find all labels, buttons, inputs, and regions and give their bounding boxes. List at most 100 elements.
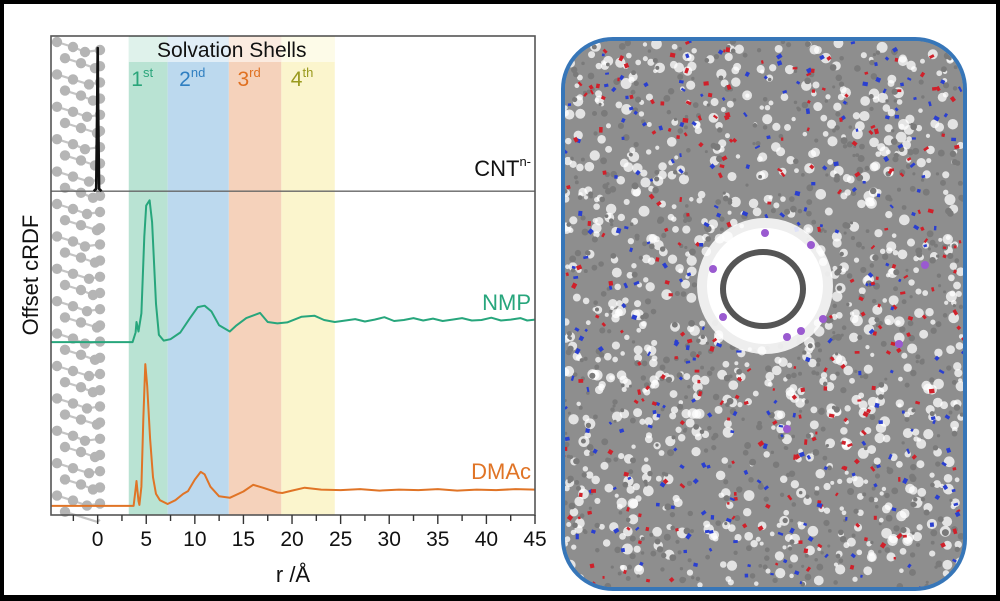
md-atom-c	[846, 273, 853, 279]
md-atom-h	[837, 478, 843, 485]
md-atom-o	[757, 440, 765, 447]
md-atom-c	[657, 216, 665, 223]
md-atom-h	[944, 300, 949, 305]
md-atom-o	[798, 414, 802, 419]
md-atom-n	[923, 244, 928, 248]
md-atom-n	[884, 56, 890, 61]
md-atom-c	[633, 80, 639, 87]
md-atom-c	[952, 86, 958, 91]
md-atom-c	[684, 171, 688, 176]
md-atom-n	[575, 533, 579, 540]
md-atom-c	[593, 300, 598, 306]
md-atom-c	[635, 96, 642, 103]
md-atom-c	[566, 222, 572, 227]
cnt-atom	[51, 69, 63, 80]
md-atom-n	[736, 350, 742, 353]
md-atom-n	[805, 108, 811, 115]
md-atom-h	[696, 197, 703, 204]
md-atom-c	[682, 218, 688, 223]
cnt-atom	[51, 296, 63, 307]
cnt-atom	[81, 403, 93, 414]
md-atom-h	[636, 327, 642, 333]
md-atom-h	[813, 46, 822, 54]
md-atom-n	[685, 53, 690, 59]
md-atom-c	[565, 431, 568, 435]
md-atom-n	[803, 206, 808, 212]
cnt-atom	[81, 208, 93, 220]
md-atom-h	[936, 70, 943, 77]
md-atom-h	[743, 490, 755, 501]
md-atom-c	[617, 122, 624, 129]
md-atom-h	[937, 92, 947, 102]
md-atom-h	[874, 229, 883, 238]
md-atom-h	[568, 227, 574, 233]
md-atom-n	[867, 272, 874, 278]
md-atom-n	[708, 547, 713, 552]
cnt-atom	[94, 320, 106, 331]
md-atom-h	[925, 133, 931, 138]
md-atom-h	[595, 356, 601, 363]
md-atom-h	[720, 107, 727, 113]
md-atom-c	[796, 106, 800, 110]
md-atom-c	[764, 555, 770, 561]
md-cation	[797, 327, 805, 335]
cnt-atom	[75, 317, 87, 328]
series-line-nmp	[51, 199, 536, 344]
md-atom-h	[700, 375, 710, 385]
md-atom-n	[618, 74, 625, 81]
md-atom-c	[835, 371, 840, 377]
md-atom-h	[672, 225, 679, 233]
md-atom-h	[652, 379, 659, 386]
md-atom-h	[591, 223, 602, 234]
md-atom-n	[824, 553, 829, 559]
md-atom-o	[637, 389, 642, 395]
md-atom-h	[927, 49, 938, 60]
md-atom-c	[924, 583, 930, 587]
md-atom-o	[679, 483, 686, 489]
md-atom-c	[891, 129, 895, 133]
x-tick-label: 30	[378, 528, 401, 551]
md-atom-h	[714, 405, 723, 414]
md-atom-h	[628, 514, 639, 525]
md-atom-c	[915, 247, 923, 255]
md-atom-n	[934, 355, 940, 361]
cnt-atom	[75, 414, 87, 425]
md-atom-h	[776, 424, 786, 434]
md-atom-c	[918, 79, 924, 85]
md-atom-n	[614, 175, 618, 179]
md-atom-c	[893, 99, 898, 103]
md-atom-c	[581, 472, 587, 478]
md-atom-c	[620, 383, 625, 388]
md-atom-c	[686, 480, 693, 487]
md-atom-c	[832, 128, 836, 133]
md-atom-c	[591, 264, 598, 271]
md-atom-n	[933, 225, 937, 231]
md-atom-c	[846, 141, 854, 148]
md-atom-o	[804, 439, 808, 445]
md-atom-o	[626, 506, 630, 512]
md-atom-h	[653, 235, 660, 243]
md-atom-h	[956, 267, 963, 277]
cnt-atom	[67, 203, 79, 215]
md-atom-o	[931, 86, 937, 91]
md-atom-h	[846, 175, 855, 184]
md-atom-o	[906, 157, 912, 162]
md-atom-c	[788, 546, 793, 551]
shell-header-strip	[281, 37, 335, 62]
md-atom-h	[632, 483, 640, 491]
md-atom-c	[691, 282, 697, 288]
md-atom-c	[801, 173, 805, 177]
md-atom-o	[719, 400, 725, 406]
md-atom-h	[837, 93, 845, 101]
md-atom-h	[620, 564, 628, 572]
md-atom-c	[805, 433, 812, 439]
md-atom-h	[876, 41, 888, 53]
md-cation	[761, 229, 769, 237]
x-tick-label: 35	[426, 528, 449, 551]
md-atom-c	[577, 195, 583, 200]
md-atom-n	[876, 464, 881, 469]
md-atom-c	[818, 348, 823, 353]
md-atom-n	[646, 241, 651, 245]
md-atom-o	[712, 114, 718, 120]
